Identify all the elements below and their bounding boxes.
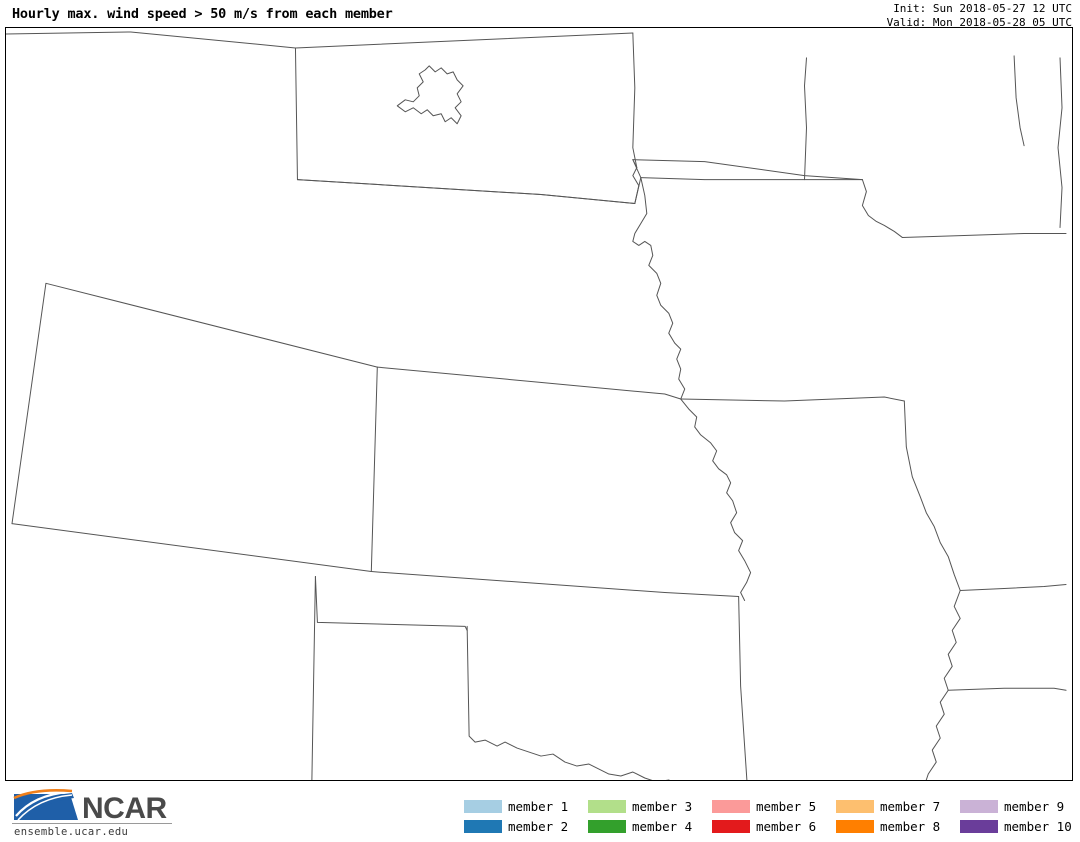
legend-swatch bbox=[712, 799, 750, 813]
legend-column: member 5 member 6 bbox=[712, 796, 836, 836]
state-boundaries-map bbox=[6, 31, 1067, 780]
legend-column: member 3 member 4 bbox=[588, 796, 712, 836]
legend-item[interactable]: member 4 bbox=[588, 816, 712, 836]
init-time-label: Init: Sun 2018-05-27 12 UTC bbox=[893, 2, 1072, 15]
legend-item[interactable]: member 5 bbox=[712, 796, 836, 816]
border-north-dakota-minnesota bbox=[632, 32, 638, 169]
legend-swatch bbox=[712, 819, 750, 833]
border-nebraska-south bbox=[376, 366, 682, 400]
border-missouri-arkansas-west bbox=[738, 595, 748, 780]
border-colorado-east bbox=[370, 366, 378, 573]
legend-label: member 4 bbox=[632, 818, 693, 834]
border-lake-michigan-shore bbox=[1057, 57, 1063, 228]
border-arkansas-north bbox=[947, 687, 1067, 691]
border-minnesota-iowa-east bbox=[861, 179, 903, 238]
legend-column: member 7 member 8 bbox=[836, 796, 960, 836]
border-wyoming-southwest bbox=[14, 180, 297, 286]
border-colorado-north-line bbox=[45, 282, 378, 368]
legend-label: member 7 bbox=[880, 798, 941, 814]
border-montana-south bbox=[6, 31, 634, 49]
footer: NCAR ensemble.ucar.edu member 1 member 2… bbox=[0, 784, 1080, 842]
legend-label: member 6 bbox=[756, 818, 817, 834]
border-nebraska-north bbox=[296, 177, 642, 205]
border-iowa-north bbox=[640, 177, 863, 181]
border-wisconsin-east bbox=[1013, 55, 1025, 147]
legend-label: member 3 bbox=[632, 798, 693, 814]
border-oklahoma-red-river bbox=[466, 625, 670, 780]
legend-swatch bbox=[464, 799, 502, 813]
border-colorado-west bbox=[11, 282, 47, 525]
border-wyoming-east bbox=[294, 47, 298, 181]
border-colorado-south-line bbox=[11, 523, 372, 573]
legend-swatch bbox=[960, 799, 998, 813]
legend-label: member 10 bbox=[1004, 818, 1072, 834]
border-mississippi-river-missouri-illinois bbox=[903, 400, 961, 780]
svg-text:NCAR: NCAR bbox=[82, 792, 167, 825]
logo-divider bbox=[12, 823, 172, 824]
legend-label: member 5 bbox=[756, 798, 817, 814]
legend-swatch bbox=[836, 819, 874, 833]
legend-label: member 2 bbox=[508, 818, 569, 834]
legend-item[interactable]: member 10 bbox=[960, 816, 1080, 836]
legend-item[interactable]: member 9 bbox=[960, 796, 1080, 816]
valid-time-label: Valid: Mon 2018-05-28 05 UTC bbox=[886, 15, 1072, 29]
legend-column: member 1 member 2 bbox=[464, 796, 588, 836]
border-oklahoma-panhandle-north bbox=[314, 576, 468, 631]
border-arkansas-tennessee-north bbox=[944, 674, 1066, 678]
legend-label: member 8 bbox=[880, 818, 941, 834]
legend-swatch bbox=[588, 799, 626, 813]
border-kansas-oklahoma bbox=[370, 571, 740, 597]
border-wisconsin-illinois bbox=[901, 232, 1067, 238]
legend-swatch bbox=[960, 819, 998, 833]
forecast-time-metadata: Init: Sun 2018-05-27 12 UTC Valid: Mon 2… bbox=[887, 2, 1072, 29]
border-missouri-arkansas-east bbox=[959, 584, 1067, 592]
legend-item[interactable]: member 6 bbox=[712, 816, 836, 836]
legend-item[interactable]: member 7 bbox=[836, 796, 960, 816]
lake-sakakawea bbox=[396, 65, 464, 125]
legend-label: member 1 bbox=[508, 798, 569, 814]
legend-item[interactable]: member 1 bbox=[464, 796, 588, 816]
border-oklahoma-texas-west bbox=[311, 576, 316, 780]
legend-swatch bbox=[464, 819, 502, 833]
legend-swatch bbox=[836, 799, 874, 813]
border-north-dakota-south bbox=[632, 159, 863, 181]
ncar-logo-url: ensemble.ucar.edu bbox=[14, 826, 129, 838]
page-title: Hourly max. wind speed > 50 m/s from eac… bbox=[12, 6, 393, 22]
border-minnesota-south-dakota bbox=[804, 57, 807, 181]
border-missouri-river-nebraska-iowa bbox=[632, 159, 752, 601]
map-canvas[interactable] bbox=[5, 27, 1073, 781]
legend-item[interactable]: member 8 bbox=[836, 816, 960, 836]
ncar-logo[interactable]: NCAR bbox=[10, 786, 185, 826]
border-minnesota-west bbox=[862, 58, 866, 180]
legend-item[interactable]: member 2 bbox=[464, 816, 588, 836]
border-colorado-north bbox=[14, 282, 383, 370]
ncar-logo-mark: NCAR bbox=[13, 789, 168, 825]
legend-item[interactable]: member 3 bbox=[588, 796, 712, 816]
legend-swatch bbox=[588, 819, 626, 833]
border-iowa-missouri bbox=[680, 396, 905, 402]
legend-column: member 9 member 10 bbox=[960, 796, 1080, 836]
legend-label: member 9 bbox=[1004, 798, 1065, 814]
ensemble-member-legend: member 1 member 2 member 3 member 4 bbox=[464, 796, 1074, 836]
